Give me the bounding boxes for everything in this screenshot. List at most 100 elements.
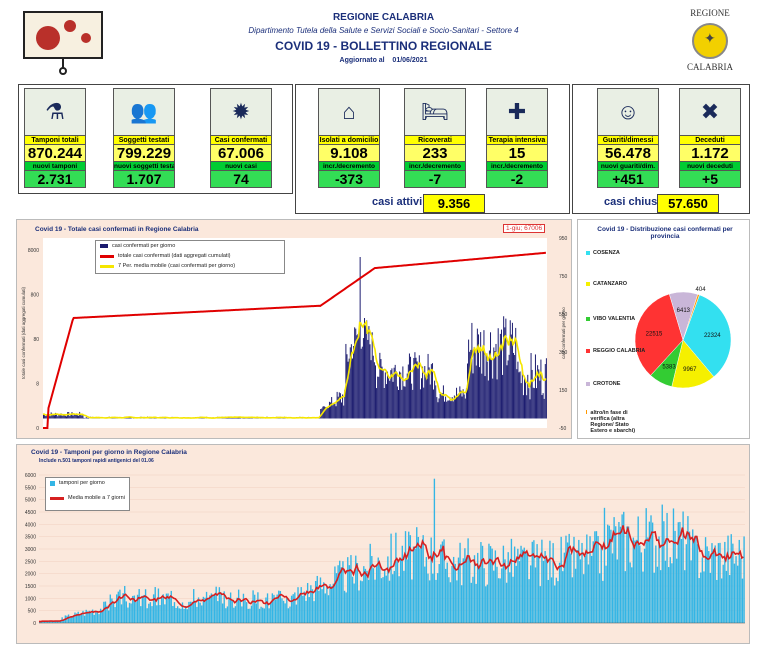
tests-bar bbox=[513, 546, 516, 623]
tests-bar bbox=[51, 621, 54, 623]
tests-bar bbox=[724, 541, 726, 623]
daily-bar bbox=[72, 415, 74, 419]
tests-bar bbox=[735, 556, 737, 623]
tests-bar bbox=[276, 594, 278, 623]
tests-bar bbox=[237, 589, 240, 623]
daily-bar bbox=[331, 397, 333, 419]
daily-bar bbox=[391, 368, 393, 419]
tests-bar bbox=[71, 617, 73, 623]
daily-bar bbox=[414, 352, 416, 419]
daily-bar bbox=[471, 322, 473, 419]
daily-bar bbox=[52, 414, 54, 419]
kpi-sub-value: 2.731 bbox=[24, 171, 86, 188]
tests-bar bbox=[249, 608, 251, 623]
daily-bar bbox=[438, 398, 440, 419]
legend-cumulative-label: totale casi confermati (dati aggregati c… bbox=[118, 253, 231, 259]
y-tick: 4000 bbox=[25, 522, 36, 528]
y-tick: 3000 bbox=[25, 547, 36, 553]
daily-bar bbox=[334, 403, 336, 419]
daily-bar bbox=[452, 401, 454, 419]
tests-bar bbox=[72, 616, 75, 623]
daily-bar bbox=[56, 413, 58, 419]
daily-bar bbox=[492, 378, 494, 419]
tests-bar bbox=[117, 591, 119, 623]
tests-bar bbox=[526, 553, 529, 623]
tests-bar bbox=[220, 592, 222, 623]
legend-moving-avg: 7 Per. media mobile (casi confermati per… bbox=[96, 261, 284, 271]
daily-bar bbox=[372, 355, 374, 419]
tests-bar bbox=[250, 605, 253, 623]
tests-bar bbox=[268, 608, 270, 623]
tests-bar bbox=[716, 579, 718, 623]
tests-bar bbox=[185, 606, 187, 623]
y-tick: 1500 bbox=[25, 584, 36, 590]
tests-bar bbox=[135, 602, 137, 623]
daily-bar bbox=[376, 388, 378, 419]
daily-bar bbox=[508, 354, 510, 419]
tests-bar bbox=[90, 612, 92, 623]
tests-bar bbox=[536, 544, 538, 623]
daily-bar bbox=[459, 386, 461, 419]
tests-bar bbox=[703, 571, 705, 623]
tests-bar bbox=[486, 584, 489, 623]
kpi-sub-value: 74 bbox=[210, 171, 272, 188]
daily-bar bbox=[418, 355, 420, 419]
tests-bar bbox=[472, 576, 474, 623]
daily-bar bbox=[505, 318, 507, 419]
tests-bar bbox=[505, 582, 508, 623]
daily-bar bbox=[543, 398, 545, 419]
y-tick: 2000 bbox=[25, 572, 36, 578]
tests-bar bbox=[122, 593, 124, 623]
tests-bar bbox=[209, 595, 211, 623]
tests-bar bbox=[682, 511, 684, 623]
daily-bar bbox=[506, 365, 508, 419]
tests-bar bbox=[414, 548, 416, 623]
tests-bar bbox=[611, 553, 614, 623]
daily-bar bbox=[351, 358, 353, 419]
tests-bar bbox=[483, 568, 485, 623]
tests-bar bbox=[289, 606, 291, 623]
tests-bar bbox=[125, 601, 128, 623]
daily-bar bbox=[545, 358, 547, 419]
tests-bar bbox=[663, 521, 665, 623]
tests-bar bbox=[136, 594, 139, 623]
tests-bar bbox=[613, 517, 615, 623]
tests-bar bbox=[245, 602, 248, 623]
kpi-1: 👥 Soggetti testati 799.229 nuovi soggett… bbox=[113, 88, 175, 188]
tests-bar bbox=[77, 611, 79, 623]
kpi-value: 870.244 bbox=[24, 145, 86, 162]
tests-bar bbox=[632, 537, 635, 623]
tests-bar bbox=[712, 549, 715, 623]
header: REGIONE CALABRIA Dipartimento Tutela del… bbox=[0, 0, 767, 80]
tests-bar bbox=[467, 538, 469, 623]
tests-bar bbox=[454, 563, 456, 623]
tests-bar bbox=[441, 541, 444, 623]
daily-bar bbox=[370, 360, 372, 419]
daily-bar bbox=[61, 415, 63, 419]
tests-bar bbox=[156, 605, 158, 623]
kpi-sub-label: incr./decremento bbox=[318, 162, 380, 171]
tests-bar bbox=[279, 591, 282, 623]
daily-bar bbox=[510, 334, 512, 419]
tests-bar bbox=[433, 478, 436, 623]
daily-bar bbox=[499, 333, 501, 419]
tests-bar bbox=[562, 571, 564, 623]
tests-bar bbox=[672, 508, 675, 623]
tests-bar bbox=[165, 593, 168, 623]
tests-bar bbox=[634, 540, 636, 623]
daily-bar bbox=[70, 414, 72, 419]
daily-bar bbox=[383, 388, 385, 419]
tests-bar bbox=[355, 555, 357, 623]
casi-chiusi-label: casi chiusi bbox=[604, 196, 661, 208]
tests-bar bbox=[584, 555, 586, 623]
tests-bar bbox=[79, 614, 81, 623]
daily-bar bbox=[528, 388, 530, 419]
tests-bar bbox=[385, 575, 387, 623]
tests-bar bbox=[623, 511, 625, 623]
tests-bar bbox=[350, 555, 352, 623]
tests-bar bbox=[635, 539, 638, 623]
tests-bar bbox=[80, 614, 83, 623]
daily-bar bbox=[130, 417, 132, 419]
tests-bar bbox=[191, 601, 193, 623]
tests-bar bbox=[629, 562, 631, 623]
